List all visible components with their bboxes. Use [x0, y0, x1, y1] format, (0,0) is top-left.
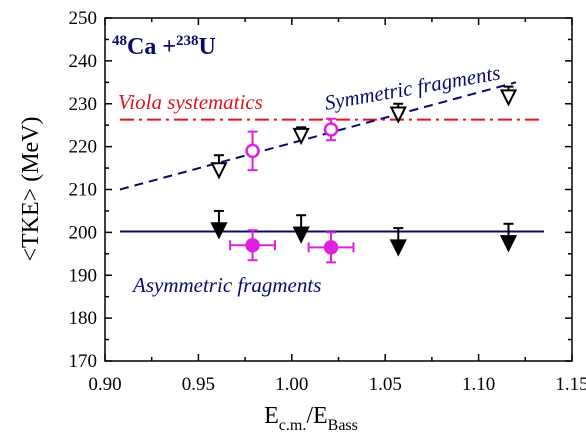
x-axis-title: Ec.m./EBass [264, 403, 358, 434]
open-triangle-marker [389, 106, 407, 124]
x-axis-title-slash: /E [306, 403, 327, 429]
plot-frame [104, 17, 573, 362]
symmetric-fit-line [119, 81, 517, 191]
axis-ticks [104, 17, 573, 362]
x-tick-label: 0.95 [182, 374, 215, 395]
x-axis-title-sub1: c.m. [279, 417, 307, 434]
data-markers [210, 85, 518, 264]
x-tick-label: 1.05 [369, 374, 402, 395]
y-tick-label: 220 [69, 137, 98, 158]
x-axis-title-sub2: Bass [328, 417, 358, 434]
open-triangle-marker [210, 162, 228, 180]
y-tick-label: 240 [69, 51, 98, 72]
filled-triangle-marker [292, 226, 310, 244]
annotation-viola: Viola systematics [118, 90, 263, 114]
y-tick-label: 210 [69, 180, 98, 201]
filled-triangle-marker [210, 222, 228, 240]
annotation-symmetric: Symmetric fragments [323, 60, 502, 115]
filled-triangle-marker [499, 235, 518, 253]
filled-circle-marker [323, 240, 339, 255]
x-tick-label: 1.00 [275, 374, 308, 395]
y-tick-label: 250 [69, 8, 98, 29]
x-tick-label: 0.90 [88, 374, 121, 395]
open-triangle-marker [499, 89, 518, 107]
open-circle-marker [323, 122, 339, 137]
y-tick-label: 170 [69, 351, 98, 372]
filled-circle-marker [245, 237, 260, 253]
x-tick-labels: 0.90 0.95 1.00 1.05 1.10 1.15 [88, 374, 586, 395]
x-tick-label: 1.10 [462, 374, 495, 395]
open-triangle-marker [292, 127, 310, 146]
y-tick-labels: 170 180 190 200 210 220 230 240 250 [69, 8, 98, 372]
y-tick-label: 190 [69, 265, 98, 286]
y-tick-label: 230 [69, 94, 98, 115]
open-circle-marker [245, 143, 260, 159]
x-axis-title-main: E [264, 403, 279, 429]
annotation-asymmetric: Asymmetric fragments [131, 273, 321, 297]
title-element-b: U [199, 34, 216, 60]
x-tick-label: 1.15 [555, 374, 586, 395]
y-axis-title: <TKE> (MeV) [18, 116, 44, 261]
chart-title: 48Ca +238U [112, 33, 216, 60]
y-tick-label: 200 [69, 222, 98, 243]
title-mass-b: 238 [176, 33, 199, 49]
title-element-a: Ca + [127, 34, 176, 60]
filled-triangle-marker [389, 239, 407, 257]
y-tick-label: 180 [69, 308, 98, 329]
title-mass-a: 48 [112, 33, 127, 49]
